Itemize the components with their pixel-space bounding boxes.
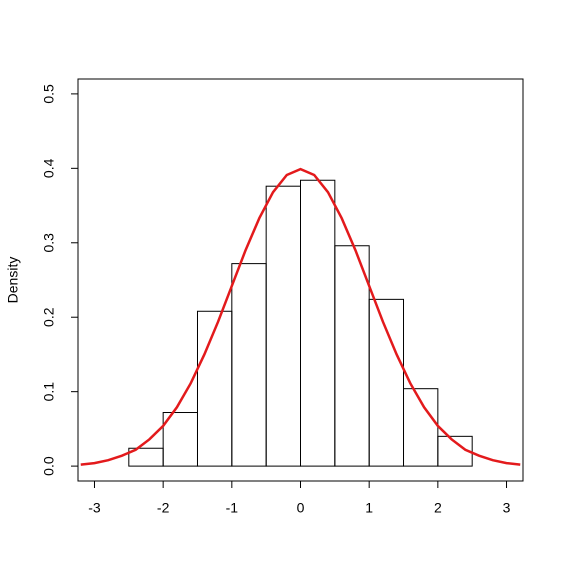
x-tick-label: 2 (434, 500, 442, 516)
y-axis-label: Density (5, 257, 21, 304)
bar (300, 179, 336, 467)
x-tick-label: 1 (365, 500, 373, 516)
y-tick-label: 0.2 (41, 307, 57, 327)
density-curve (80, 167, 521, 466)
bar (231, 263, 267, 467)
bar (368, 298, 405, 467)
x-tick-label: -1 (226, 500, 239, 516)
x-tick-label: 0 (297, 500, 305, 516)
bar (265, 185, 301, 467)
y-tick-label: 0.0 (41, 456, 57, 476)
x-tick-label: -2 (157, 500, 170, 516)
y-tick-label: 0.1 (41, 382, 57, 402)
bar (196, 310, 233, 467)
y-tick-label: 0.5 (41, 84, 57, 104)
bar (437, 435, 473, 467)
x-tick-label: 3 (503, 500, 511, 516)
x-tick-label: -3 (88, 500, 101, 516)
y-tick-label: 0.3 (41, 233, 57, 253)
bar (334, 245, 370, 467)
y-tick-label: 0.4 (41, 158, 57, 178)
